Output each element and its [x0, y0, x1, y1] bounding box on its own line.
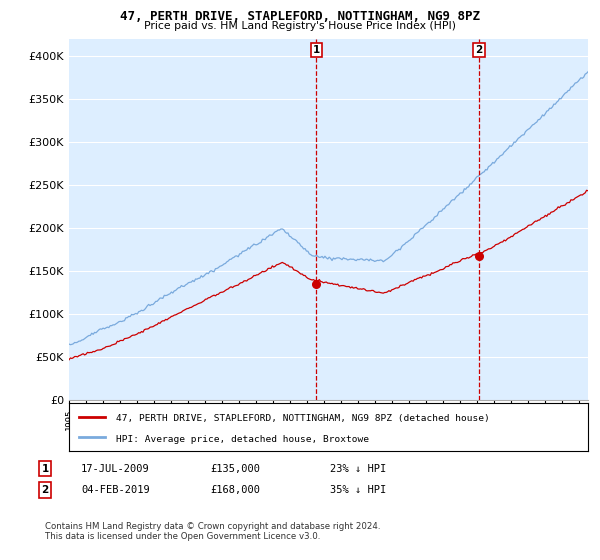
- Text: 17-JUL-2009: 17-JUL-2009: [81, 464, 150, 474]
- Text: 2: 2: [41, 485, 49, 495]
- Text: £135,000: £135,000: [210, 464, 260, 474]
- Text: Contains HM Land Registry data © Crown copyright and database right 2024.
This d: Contains HM Land Registry data © Crown c…: [45, 522, 380, 542]
- Text: HPI: Average price, detached house, Broxtowe: HPI: Average price, detached house, Brox…: [116, 435, 369, 444]
- Text: 04-FEB-2019: 04-FEB-2019: [81, 485, 150, 495]
- Text: 2: 2: [475, 45, 482, 55]
- Text: 23% ↓ HPI: 23% ↓ HPI: [330, 464, 386, 474]
- Text: 1: 1: [313, 45, 320, 55]
- Text: 47, PERTH DRIVE, STAPLEFORD, NOTTINGHAM, NG9 8PZ: 47, PERTH DRIVE, STAPLEFORD, NOTTINGHAM,…: [120, 10, 480, 23]
- Text: £168,000: £168,000: [210, 485, 260, 495]
- Text: 35% ↓ HPI: 35% ↓ HPI: [330, 485, 386, 495]
- Text: Price paid vs. HM Land Registry's House Price Index (HPI): Price paid vs. HM Land Registry's House …: [144, 21, 456, 31]
- Text: 47, PERTH DRIVE, STAPLEFORD, NOTTINGHAM, NG9 8PZ (detached house): 47, PERTH DRIVE, STAPLEFORD, NOTTINGHAM,…: [116, 414, 490, 423]
- Text: 1: 1: [41, 464, 49, 474]
